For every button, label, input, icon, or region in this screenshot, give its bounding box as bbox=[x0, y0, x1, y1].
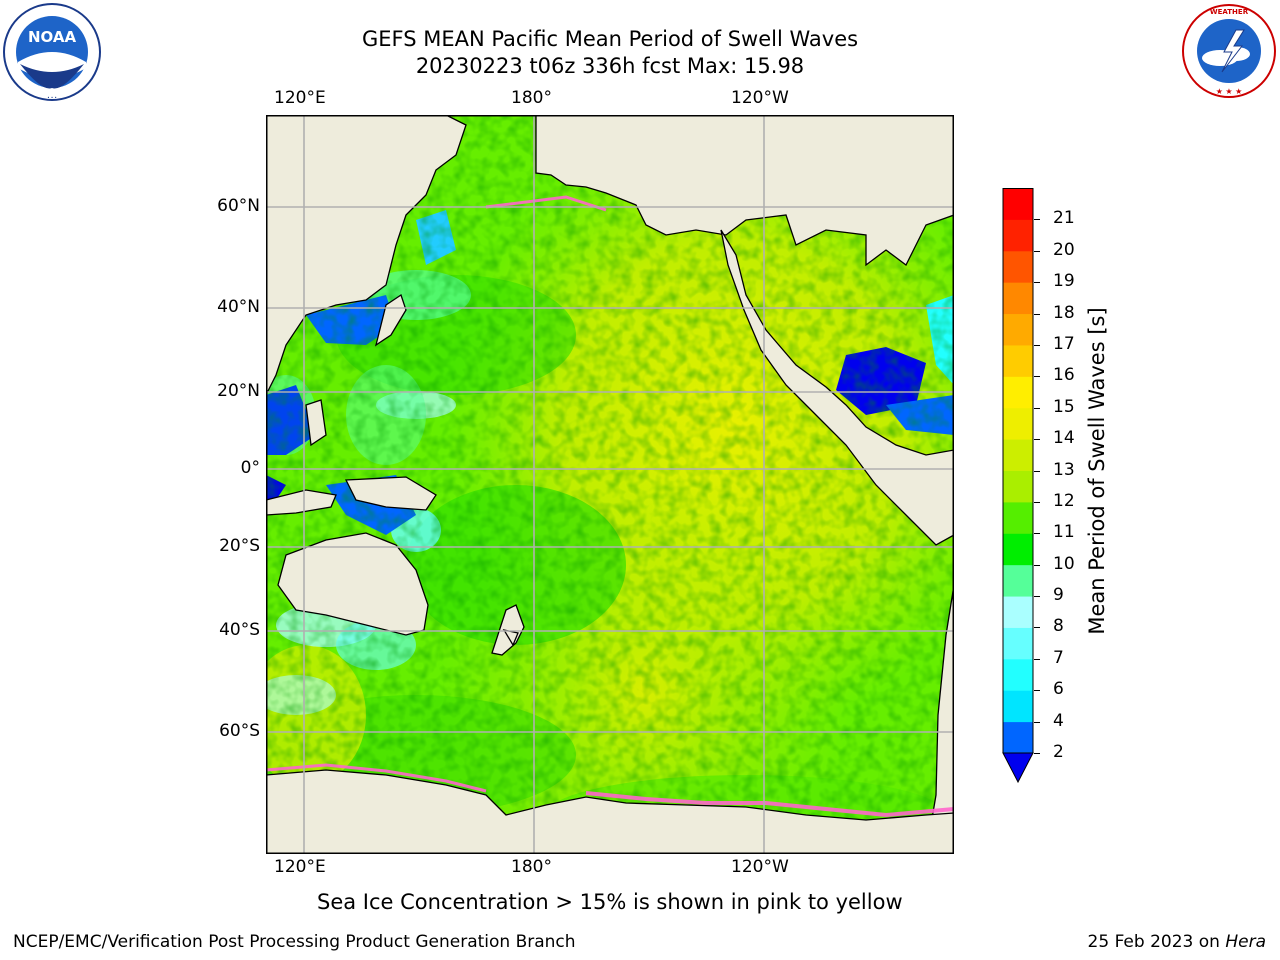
colorbar-bin bbox=[1003, 690, 1033, 723]
colorbar-bin bbox=[1003, 219, 1033, 252]
colorbar-tick-mark bbox=[1034, 501, 1040, 503]
colorbar-tick-mark bbox=[1034, 533, 1040, 535]
colorbar-bin bbox=[1003, 596, 1033, 628]
colorbar-tick-label: 6 bbox=[1053, 679, 1064, 700]
footer-date: 25 Feb 2023 on Hera bbox=[1088, 932, 1266, 952]
colorbar bbox=[1002, 188, 1034, 784]
colorbar-tick-label: 2 bbox=[1053, 742, 1064, 762]
graticule bbox=[266, 115, 954, 854]
lon-tick-top-120e: 120°E bbox=[274, 88, 326, 108]
colorbar-bin bbox=[1003, 188, 1033, 220]
chart-subtitle: 20230223 t06z 336h fcst Max: 15.98 bbox=[415, 54, 805, 78]
colorbar-bin bbox=[1003, 627, 1033, 660]
colorbar-bin bbox=[1003, 407, 1033, 440]
colorbar-tick-label: 12 bbox=[1053, 490, 1075, 511]
colorbar-label: Mean Period of Swell Waves [s] bbox=[1085, 307, 1109, 635]
colorbar-tick-label: 4 bbox=[1053, 710, 1064, 731]
svg-text:NOAA: NOAA bbox=[28, 28, 77, 46]
colorbar-tick-mark bbox=[1034, 721, 1040, 723]
colorbar-tick-mark bbox=[1034, 250, 1040, 252]
sea-ice-caption: Sea Ice Concentration > 15% is shown in … bbox=[317, 890, 903, 914]
colorbar-extend-arrow bbox=[1002, 752, 1034, 784]
colorbar-tick-mark bbox=[1034, 690, 1040, 692]
colorbar-tick-mark bbox=[1034, 282, 1040, 284]
svg-text:WEATHER: WEATHER bbox=[1210, 8, 1249, 16]
footer-date-text: 25 Feb 2023 on bbox=[1087, 932, 1226, 952]
lon-tick-bottom-120e: 120°E bbox=[274, 857, 326, 877]
lon-tick-top-180: 180° bbox=[511, 88, 552, 108]
colorbar-bin bbox=[1003, 376, 1033, 409]
colorbar-bin bbox=[1003, 721, 1033, 754]
colorbar-tick-mark bbox=[1034, 564, 1040, 566]
colorbar-tick-mark bbox=[1034, 439, 1040, 441]
colorbar-tick-label: 19 bbox=[1053, 271, 1075, 292]
lat-tick-60s: 60°S bbox=[219, 721, 260, 741]
colorbar-tick-label: 9 bbox=[1053, 585, 1064, 606]
noaa-logo: NOAA • • • bbox=[2, 2, 102, 102]
colorbar-bin bbox=[1003, 564, 1033, 597]
colorbar-outline bbox=[1002, 188, 1034, 754]
colorbar-tick-label: 11 bbox=[1053, 522, 1075, 543]
land-masses bbox=[266, 115, 954, 854]
colorbar-tick-mark bbox=[1034, 596, 1040, 598]
lat-tick-40s: 40°S bbox=[219, 620, 260, 640]
colorbar-tick-mark bbox=[1034, 753, 1040, 754]
chart-title: GEFS MEAN Pacific Mean Period of Swell W… bbox=[361, 27, 859, 51]
lat-tick-60n: 60°N bbox=[217, 196, 260, 216]
colorbar-tick-label: 15 bbox=[1053, 396, 1075, 417]
lat-tick-40n: 40°N bbox=[217, 297, 260, 317]
footer-host: Hera bbox=[1225, 932, 1266, 952]
colorbar-bin bbox=[1003, 250, 1033, 283]
colorbar-tick-mark bbox=[1034, 658, 1040, 660]
lat-tick-20s: 20°S bbox=[219, 536, 260, 556]
colorbar-bin bbox=[1003, 439, 1033, 471]
lat-tick-20n: 20°N bbox=[217, 381, 260, 401]
footer-credit: NCEP/EMC/Verification Post Processing Pr… bbox=[13, 932, 576, 952]
colorbar-bin bbox=[1003, 501, 1033, 534]
svg-text:• • •: • • • bbox=[47, 95, 57, 100]
swell-period-map bbox=[266, 115, 954, 854]
colorbar-tick-label: 14 bbox=[1053, 428, 1075, 449]
colorbar-tick-mark bbox=[1034, 376, 1040, 378]
colorbar-tick-label: 21 bbox=[1053, 208, 1075, 229]
colorbar-tick-label: 13 bbox=[1053, 459, 1075, 480]
colorbar-tick-label: 16 bbox=[1053, 365, 1075, 386]
colorbar-tick-label: 7 bbox=[1053, 647, 1064, 668]
lon-tick-top-120w: 120°W bbox=[731, 88, 789, 108]
colorbar-tick-mark bbox=[1034, 313, 1040, 315]
colorbar-tick-label: 10 bbox=[1053, 553, 1075, 574]
colorbar-bin bbox=[1003, 282, 1033, 315]
lat-tick-0: 0° bbox=[240, 458, 260, 478]
svg-text:★ ★ ★: ★ ★ ★ bbox=[1216, 87, 1243, 96]
colorbar-tick-mark bbox=[1034, 344, 1040, 346]
colorbar-bin bbox=[1003, 658, 1033, 691]
colorbar-bin bbox=[1003, 533, 1033, 566]
colorbar-tick-label: 8 bbox=[1053, 616, 1064, 637]
nws-logo: WEATHER ★ ★ ★ bbox=[1180, 2, 1278, 100]
colorbar-tick-mark bbox=[1034, 470, 1040, 472]
colorbar-bin bbox=[1003, 344, 1033, 377]
colorbar-bin bbox=[1003, 470, 1033, 503]
colorbar-tick-mark bbox=[1034, 219, 1040, 221]
colorbar-tick-mark bbox=[1034, 627, 1040, 629]
lon-tick-bottom-120w: 120°W bbox=[731, 857, 789, 877]
colorbar-tick-label: 18 bbox=[1053, 302, 1075, 323]
colorbar-tick-label: 20 bbox=[1053, 239, 1075, 260]
colorbar-bin bbox=[1003, 313, 1033, 346]
lon-tick-bottom-180: 180° bbox=[511, 857, 552, 877]
colorbar-tick-mark bbox=[1034, 407, 1040, 409]
colorbar-tick-label: 17 bbox=[1053, 333, 1075, 354]
